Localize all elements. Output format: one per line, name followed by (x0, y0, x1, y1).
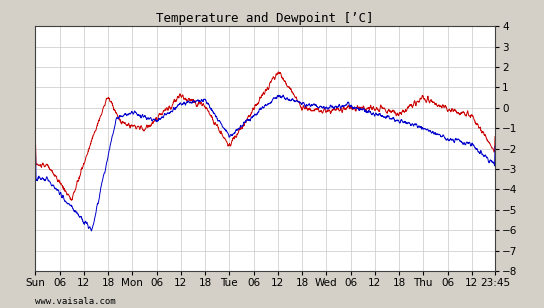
Text: www.vaisala.com: www.vaisala.com (35, 298, 116, 306)
Title: Temperature and Dewpoint [ʼC]: Temperature and Dewpoint [ʼC] (157, 12, 374, 25)
